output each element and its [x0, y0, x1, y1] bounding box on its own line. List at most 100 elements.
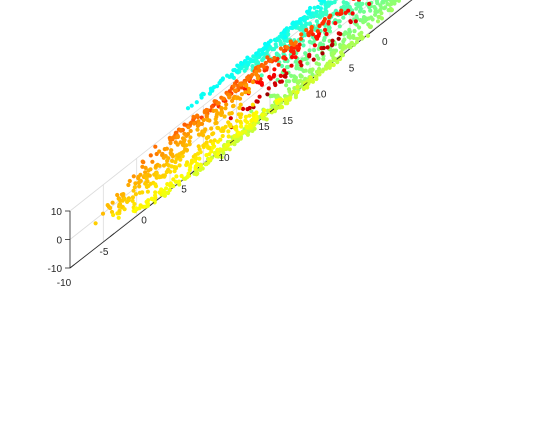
scatter-point: [234, 125, 238, 129]
scatter-point: [238, 120, 242, 124]
scatter-point: [280, 105, 284, 109]
y-tick-label: 0: [382, 37, 388, 48]
scatter-point: [332, 63, 336, 67]
scatter-point: [241, 107, 245, 111]
scatter-point: [303, 16, 307, 20]
scatter-point: [274, 38, 278, 42]
scatter-point: [283, 75, 287, 79]
scatter-point: [168, 170, 172, 174]
scatter-point: [227, 95, 231, 99]
scatter-point: [138, 206, 142, 210]
scatter-point: [341, 39, 345, 43]
scatter-point: [279, 47, 283, 51]
scatter-point: [323, 17, 327, 21]
scatter-point: [352, 29, 356, 33]
scatter-point: [312, 58, 316, 62]
scatter-point: [199, 150, 203, 154]
scatter-point: [178, 158, 182, 162]
scatter-point: [221, 134, 225, 138]
scatter-point: [326, 21, 330, 25]
scatter-point: [168, 141, 172, 145]
scatter-point: [211, 131, 215, 135]
scatter-point: [215, 148, 219, 152]
scatter-point: [94, 221, 98, 225]
y-tick-label: 10: [315, 90, 327, 101]
scatter-point: [243, 90, 247, 94]
scatter-point: [174, 165, 178, 169]
scatter-point: [215, 126, 219, 130]
scatter-point: [164, 186, 168, 190]
scatter-point: [346, 9, 350, 13]
scatter-point: [285, 101, 289, 105]
scatter-point: [380, 16, 384, 20]
scatter-point: [219, 107, 223, 111]
scatter-point: [146, 190, 150, 194]
scatter-point: [203, 127, 207, 131]
scatter-point: [305, 85, 309, 89]
scatter-point: [207, 157, 211, 161]
scatter-point: [180, 174, 184, 178]
scatter-point: [111, 201, 115, 205]
scatter-point: [146, 198, 150, 202]
scatter-point: [149, 153, 153, 157]
scatter-point: [323, 7, 327, 11]
scatter-point: [254, 110, 258, 114]
scatter-point: [339, 9, 343, 13]
scatter-point: [210, 105, 214, 109]
scatter-point: [257, 68, 261, 72]
scatter-point: [256, 76, 260, 80]
z-tick-label: -10: [48, 264, 63, 275]
scatter-point: [376, 19, 380, 23]
scatter-point: [335, 60, 339, 64]
scatter-point: [279, 74, 283, 78]
scatter-point: [341, 16, 345, 20]
scatter-point: [125, 200, 129, 204]
x-tick-label: -10: [57, 278, 72, 289]
scatter-point: [323, 28, 327, 32]
scatter-point: [310, 25, 314, 29]
scatter-point: [235, 119, 239, 123]
scatter-point: [279, 98, 283, 102]
scatter-point: [192, 121, 196, 125]
scatter-point: [347, 45, 351, 49]
scatter-point: [202, 92, 206, 96]
scatter-point: [159, 187, 163, 191]
scatter-point: [325, 32, 329, 36]
scatter-point: [286, 65, 290, 69]
scatter-point: [134, 192, 138, 196]
scatter-point: [186, 125, 190, 129]
scatter-point: [359, 7, 363, 11]
scatter-point: [148, 167, 152, 171]
scatter-point: [366, 34, 370, 38]
x-tick-mark: [70, 265, 74, 268]
scatter-point: [321, 57, 325, 61]
scatter-point: [238, 97, 242, 101]
scatter-point: [355, 40, 359, 44]
scatter-point: [357, 25, 361, 29]
scatter-point: [261, 113, 265, 117]
scatter-point: [227, 134, 231, 138]
scatter-point: [284, 83, 288, 87]
scatter-point: [226, 129, 230, 133]
scatter-point: [169, 181, 173, 185]
scatter-point: [206, 118, 210, 122]
scatter-point: [195, 114, 199, 118]
scatter-point: [239, 103, 243, 107]
scatter-point: [195, 171, 199, 175]
scatter-point: [154, 184, 158, 188]
scatter-point: [262, 108, 266, 112]
scatter-point: [230, 75, 234, 79]
scatter-point: [247, 114, 251, 118]
scatter-point: [298, 43, 302, 47]
scatter-point: [338, 32, 342, 36]
scatter-point: [252, 123, 256, 127]
scatter-point: [338, 24, 342, 28]
scatter-point: [218, 138, 222, 142]
scatter-point: [312, 6, 316, 10]
scatter-point: [265, 117, 269, 121]
scatter-point: [111, 213, 115, 217]
scatter-point: [182, 140, 186, 144]
scatter-point: [165, 147, 169, 151]
y-tick-label: 5: [349, 63, 355, 74]
scatter-point: [287, 79, 291, 83]
